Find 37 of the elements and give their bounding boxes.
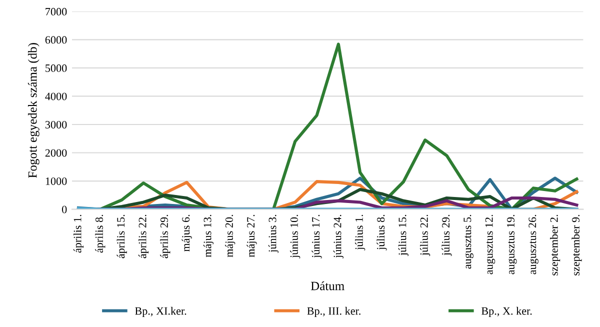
y-tick-label: 6000 bbox=[45, 36, 67, 44]
legend-label: Bp., X. ker. bbox=[481, 306, 532, 317]
x-tick-label: július 22. bbox=[420, 214, 430, 256]
x-tick-label: június 10. bbox=[290, 214, 300, 258]
x-tick-label: szeptember 2. bbox=[550, 214, 560, 276]
y-tick-label: 7000 bbox=[46, 8, 67, 16]
x-tick-label: szeptember 9. bbox=[572, 214, 582, 276]
x-tick-label: június 3. bbox=[268, 214, 278, 253]
x-tick-label: július 8. bbox=[376, 214, 387, 250]
x-tick-label: június 17. bbox=[312, 214, 322, 258]
x-tick-label: május 13. bbox=[203, 214, 214, 258]
x-tick-label: augusztus 12. bbox=[485, 214, 496, 274]
x-tick-label: július 1. bbox=[355, 214, 366, 250]
legend-label: Bp., XI.ker. bbox=[135, 306, 186, 317]
y-tick-label: 5000 bbox=[46, 64, 67, 72]
x-tick-label: április 15. bbox=[116, 214, 127, 258]
x-tick-label: május 6. bbox=[182, 214, 192, 252]
x-tick-label: április 1. bbox=[73, 214, 84, 253]
y-tick-label: 1000 bbox=[46, 177, 67, 185]
x-tick-label: augusztus 5. bbox=[464, 214, 474, 269]
x-tick-label: július 29. bbox=[442, 214, 452, 256]
x-tick-label: április 29. bbox=[160, 214, 170, 258]
x-tick-label: április 22. bbox=[138, 214, 149, 258]
y-tick-label: 0 bbox=[62, 206, 67, 214]
y-tick-label: 4000 bbox=[45, 92, 67, 100]
x-tick-label: április 8. bbox=[95, 214, 106, 253]
x-tick-label: május 27. bbox=[246, 214, 257, 258]
x-tick-label: június 24. bbox=[333, 214, 344, 258]
y-tick-label: 2000 bbox=[45, 149, 67, 157]
x-tick-label: augusztus 26. bbox=[528, 214, 538, 274]
y-tick-label: 3000 bbox=[45, 120, 67, 128]
x-tick-label: július 15. bbox=[398, 214, 408, 256]
legend-label: Bp., III. ker. bbox=[307, 306, 360, 317]
x-tick-label: augusztus 19. bbox=[507, 214, 517, 274]
x-axis-title: Dátum bbox=[310, 281, 344, 290]
y-axis-title: Fogott egyedek száma (db) bbox=[28, 43, 40, 178]
x-tick-label: május 20. bbox=[225, 214, 236, 258]
